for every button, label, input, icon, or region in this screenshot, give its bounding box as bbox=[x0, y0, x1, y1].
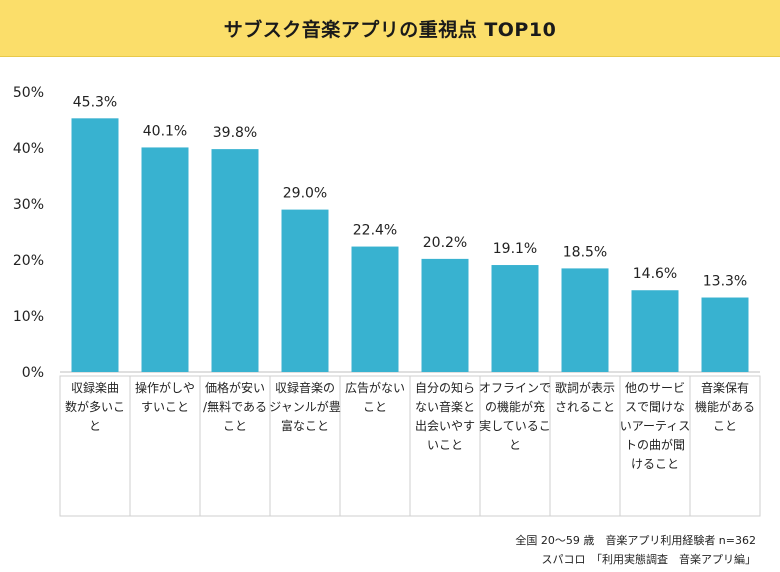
category-label-line: 機能がある bbox=[695, 399, 755, 414]
data-label: 13.3% bbox=[703, 274, 747, 290]
data-label: 22.4% bbox=[353, 223, 397, 239]
bar bbox=[351, 246, 399, 372]
category-label-line: 出会いやす bbox=[415, 419, 475, 433]
bar bbox=[421, 258, 469, 372]
category-label-line: いアーティス bbox=[620, 419, 691, 433]
category-label: 広告がないこと bbox=[345, 380, 405, 414]
footnote-sample: 全国 20～59 歳 音楽アプリ利用経験者 n=362 bbox=[515, 534, 756, 547]
bar-chart: 0% 10% 20% 30% 40% 50% 45.3% 収録楽曲数が多いこと 40.1% 操作が… bbox=[13, 85, 761, 517]
y-tick-label: 20% bbox=[13, 253, 44, 269]
category-label-line: 富なこと bbox=[281, 418, 329, 433]
category-label-line: いこと bbox=[427, 438, 463, 452]
category-label-line: 操作がしや bbox=[135, 380, 195, 395]
bar bbox=[491, 265, 539, 372]
data-label: 18.5% bbox=[563, 244, 607, 260]
category-label: 収録楽曲数が多いこと bbox=[65, 380, 125, 433]
y-tick-label: 10% bbox=[13, 309, 44, 325]
category-label-line: こと bbox=[713, 419, 737, 433]
data-label: 29.0% bbox=[283, 186, 327, 202]
category-label-line: 収録楽曲 bbox=[71, 380, 119, 395]
category-label: オフラインでの機能が充実していること bbox=[479, 381, 551, 452]
category-label: 音楽保有機能があること bbox=[695, 380, 755, 433]
category-label-line: 広告がない bbox=[345, 380, 405, 395]
y-tick-label: 40% bbox=[13, 141, 44, 157]
data-label: 19.1% bbox=[493, 241, 537, 257]
category-label: 価格が安い/無料であること bbox=[203, 380, 267, 433]
bar bbox=[631, 290, 679, 372]
category-label: 他のサービスで聞けないアーティストの曲が聞けること bbox=[620, 381, 691, 471]
category-label-line: 実しているこ bbox=[479, 418, 551, 433]
data-label: 45.3% bbox=[73, 94, 117, 110]
y-tick-label: 50% bbox=[13, 85, 44, 101]
category-label-line: 自分の知ら bbox=[415, 381, 475, 395]
category-label-line: 収録音楽の bbox=[275, 380, 335, 395]
category-label-line: すいこと bbox=[141, 400, 189, 414]
category-label-line: トの曲が聞 bbox=[625, 437, 685, 452]
category-label-line: 音楽保有 bbox=[701, 380, 749, 395]
category-label-line: ジャンルが豊 bbox=[269, 399, 340, 414]
bar bbox=[71, 118, 119, 372]
category-label-line: ない音楽と bbox=[415, 399, 475, 414]
title-bar: サブスク音楽アプリの重視点 TOP10 bbox=[0, 0, 780, 57]
category-label-line: されること bbox=[555, 400, 615, 414]
category-label-line: こと bbox=[363, 400, 387, 414]
bar bbox=[701, 297, 749, 372]
category-label-line: /無料である bbox=[203, 399, 267, 414]
category-label-line: 他のサービ bbox=[625, 381, 685, 395]
category-label-line: 歌詞が表示 bbox=[555, 380, 615, 395]
footnote-source: スパコロ 「利用実態調査 音楽アプリ編」 bbox=[541, 553, 757, 566]
y-tick-label: 30% bbox=[13, 197, 44, 213]
data-label: 20.2% bbox=[423, 235, 467, 251]
chart-title: サブスク音楽アプリの重視点 TOP10 bbox=[223, 18, 557, 41]
data-label: 14.6% bbox=[633, 266, 677, 282]
category-label: 自分の知らない音楽と出会いやすいこと bbox=[415, 381, 475, 452]
category-label-line: と bbox=[509, 438, 521, 452]
category-label-line: スで聞けな bbox=[625, 400, 685, 414]
bar bbox=[281, 209, 329, 372]
bar bbox=[561, 268, 609, 372]
category-label: 操作がしやすいこと bbox=[135, 380, 195, 414]
category-label-line: こと bbox=[223, 419, 247, 433]
category-label-line: けること bbox=[631, 457, 679, 471]
data-label: 39.8% bbox=[213, 125, 257, 141]
data-label: 40.1% bbox=[143, 123, 187, 139]
category-label-line: 数が多いこ bbox=[65, 399, 125, 414]
category-label-line: と bbox=[89, 419, 101, 433]
y-tick-label: 0% bbox=[22, 365, 44, 381]
bar bbox=[141, 147, 189, 372]
category-label-line: 価格が安い bbox=[205, 380, 265, 395]
category-label-line: オフラインで bbox=[479, 381, 551, 395]
category-label-line: の機能が充 bbox=[485, 399, 545, 414]
category-label: 収録音楽のジャンルが豊富なこと bbox=[269, 380, 340, 433]
category-label: 歌詞が表示されること bbox=[555, 380, 615, 414]
bar bbox=[211, 149, 259, 372]
